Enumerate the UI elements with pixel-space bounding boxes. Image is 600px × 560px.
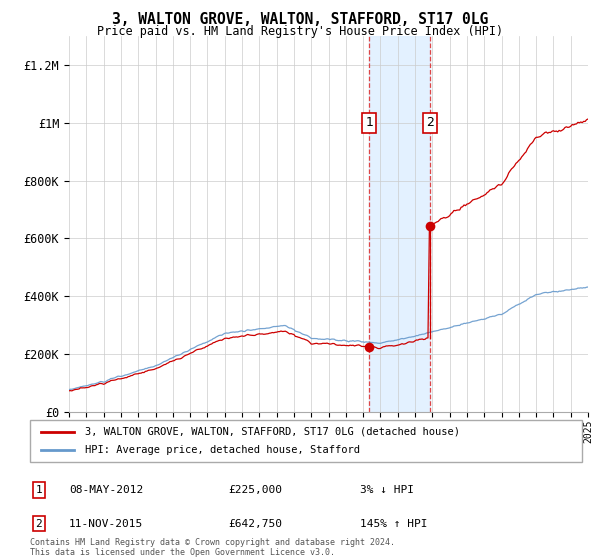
Text: £642,750: £642,750 — [228, 519, 282, 529]
Text: 08-MAY-2012: 08-MAY-2012 — [69, 485, 143, 495]
Text: 3% ↓ HPI: 3% ↓ HPI — [360, 485, 414, 495]
Text: HPI: Average price, detached house, Stafford: HPI: Average price, detached house, Staf… — [85, 445, 360, 455]
Text: 1: 1 — [365, 116, 373, 129]
Text: 3, WALTON GROVE, WALTON, STAFFORD, ST17 0LG (detached house): 3, WALTON GROVE, WALTON, STAFFORD, ST17 … — [85, 427, 460, 437]
Text: £225,000: £225,000 — [228, 485, 282, 495]
Text: 3, WALTON GROVE, WALTON, STAFFORD, ST17 0LG: 3, WALTON GROVE, WALTON, STAFFORD, ST17 … — [112, 12, 488, 27]
Text: 145% ↑ HPI: 145% ↑ HPI — [360, 519, 427, 529]
Text: 2: 2 — [35, 519, 43, 529]
Text: 2: 2 — [426, 116, 434, 129]
Text: Contains HM Land Registry data © Crown copyright and database right 2024.
This d: Contains HM Land Registry data © Crown c… — [30, 538, 395, 557]
FancyBboxPatch shape — [30, 420, 582, 462]
Text: 1: 1 — [35, 485, 43, 495]
Text: Price paid vs. HM Land Registry's House Price Index (HPI): Price paid vs. HM Land Registry's House … — [97, 25, 503, 38]
Text: 11-NOV-2015: 11-NOV-2015 — [69, 519, 143, 529]
Bar — [369, 36, 430, 412]
